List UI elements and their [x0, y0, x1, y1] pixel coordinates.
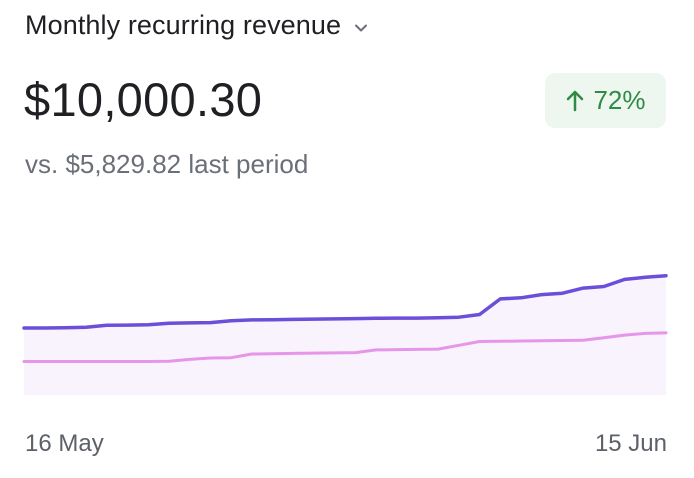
arrow-up-icon	[567, 90, 584, 111]
metric-value: $10,000.30	[24, 73, 263, 126]
change-badge: 72%	[545, 73, 666, 128]
x-axis-start-label: 16 May	[25, 430, 104, 457]
chart-area-fill	[24, 275, 666, 395]
current-period-line	[22, 273, 668, 330]
metric-title: Monthly recurring revenue	[25, 10, 342, 40]
chevron-down-icon[interactable]	[353, 20, 369, 36]
change-percent: 72%	[593, 85, 646, 115]
x-axis-end-label: 15 Jun	[594, 430, 667, 457]
metric-selector[interactable]: Monthly recurring revenue	[25, 10, 369, 41]
previous-period-line	[22, 331, 668, 363]
revenue-line-chart	[22, 273, 668, 395]
comparison-text: vs. $5,829.82 last period	[25, 149, 309, 179]
